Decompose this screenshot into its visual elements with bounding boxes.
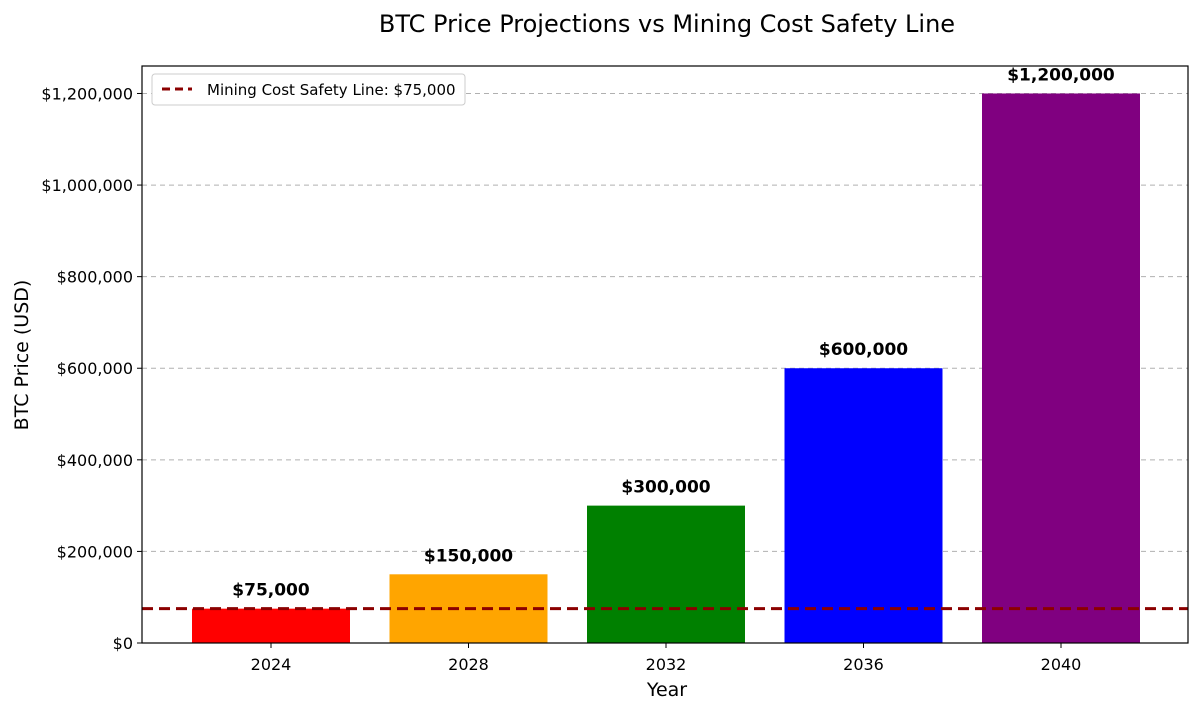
y-tick-label: $1,000,000	[41, 176, 133, 195]
y-axis-label: BTC Price (USD)	[11, 280, 33, 431]
legend-label: Mining Cost Safety Line: $75,000	[207, 81, 456, 99]
bar-value-labels: $75,000 $150,000 $300,000 $600,000 $1,200,00…	[232, 65, 1115, 600]
x-axis-ticks: 2024 2028 2032 2036 2040	[251, 643, 1082, 674]
chart-title: BTC Price Projections vs Mining Cost Saf…	[379, 10, 955, 38]
y-tick-label: $200,000	[57, 542, 133, 561]
y-tick-label: $400,000	[57, 451, 133, 470]
bar-2036	[784, 368, 943, 643]
y-tick-label: $600,000	[57, 359, 133, 378]
bar-value-label: $300,000	[621, 478, 710, 498]
bar-2032	[587, 505, 745, 643]
bars	[192, 93, 1140, 643]
x-tick-label: 2036	[843, 655, 884, 674]
legend-box	[151, 73, 466, 106]
x-tick-label: 2024	[251, 655, 292, 674]
bar-value-label: $600,000	[819, 340, 908, 360]
legend: Mining Cost Safety Line: $75,000	[151, 73, 466, 106]
x-axis-label: Year	[646, 679, 687, 701]
x-tick-label: 2040	[1041, 655, 1082, 674]
x-tick-label: 2032	[646, 655, 687, 674]
y-tick-label: $800,000	[57, 268, 133, 287]
bar-value-label: $75,000	[232, 581, 310, 601]
x-tick-label: 2028	[448, 655, 489, 674]
plot-frame	[141, 65, 1189, 644]
bar-2040	[982, 93, 1140, 643]
y-axis-ticks: $0 $200,000 $400,000 $600,000 $800,000 $1,000…	[41, 84, 142, 653]
bar-value-label: $1,200,000	[1007, 65, 1115, 85]
bar-2024	[192, 608, 350, 643]
bar-value-label: $150,000	[424, 546, 513, 566]
y-tick-label: $0	[113, 634, 133, 653]
y-tick-label: $1,200,000	[41, 84, 133, 103]
